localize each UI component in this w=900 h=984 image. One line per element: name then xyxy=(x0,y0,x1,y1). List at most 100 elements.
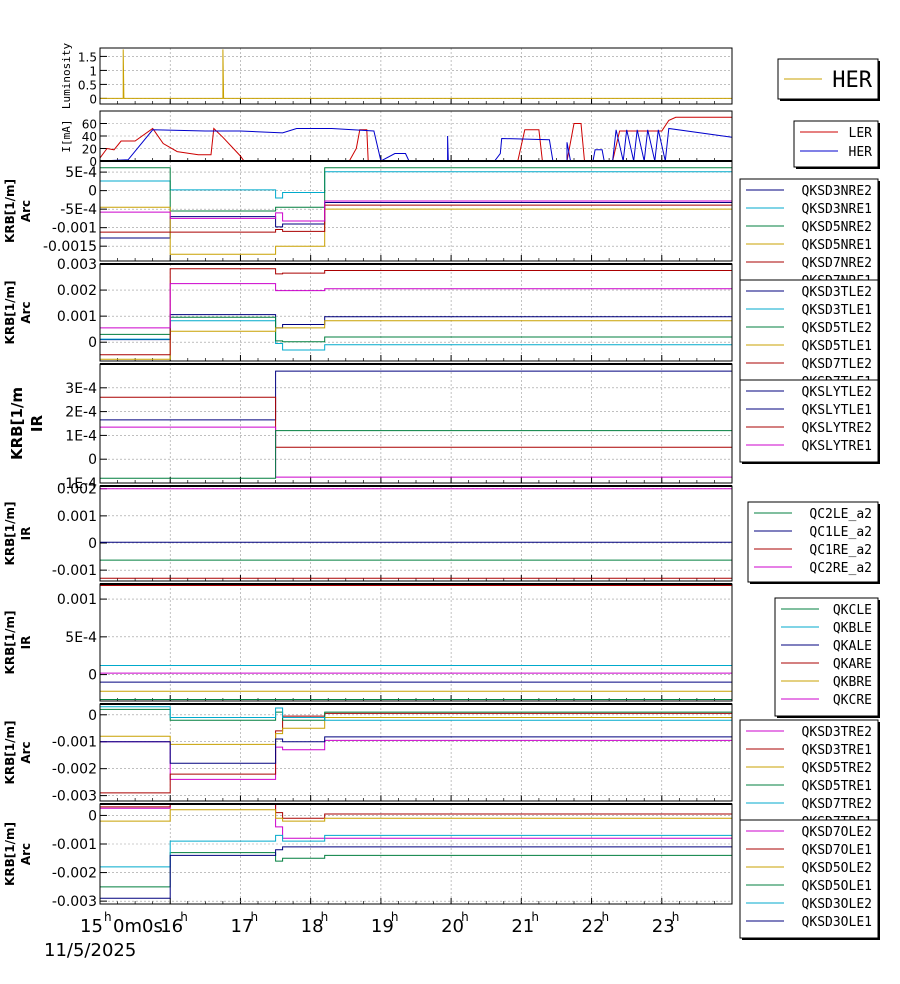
y-tick-label: 0.002 xyxy=(57,482,97,498)
panel-ir3: 0 5E-4 0.001 KRB[1/m] IR QKCLE QKBLE QKALE QKARE… xyxy=(3,583,880,718)
legend-label: QKSD5TLE2 xyxy=(802,321,872,336)
legend-label: QC1LE_a2 xyxy=(809,525,872,540)
panel-arc1: -0.0015 -0.001 -5E-4 0 5E-4 KRB[1/m] Arc QKSD3N… xyxy=(3,160,880,299)
x-tick-label: 18 xyxy=(301,916,324,937)
y-tick-label: -0.002 xyxy=(52,762,97,778)
series-QKSD7TRE1 xyxy=(100,736,732,764)
y-axis-title: I[mA] xyxy=(60,119,73,152)
legend-label: QKSD3NRE1 xyxy=(802,202,872,217)
y-tick-label: 0 xyxy=(88,452,97,468)
x-tick-label: 17 xyxy=(230,916,253,937)
legend-label: QC2RE_a2 xyxy=(809,561,872,576)
y-tick-label: -0.002 xyxy=(52,866,97,882)
legend-label: QKSD7TLE2 xyxy=(802,357,872,372)
series-group xyxy=(100,488,732,579)
legend-label: QKSLYTRE1 xyxy=(802,439,872,454)
legend-label: QKSLYTLE1 xyxy=(802,403,872,418)
legend-label: QKSD7OLE2 xyxy=(802,825,872,840)
y-axis-title: KRB[1/m] xyxy=(3,179,17,243)
legend-box xyxy=(739,719,879,839)
legend-label: QKSD3TRE2 xyxy=(802,725,872,740)
series-QKSLYTLE2 xyxy=(100,430,732,479)
y-axis-title: KRB[1/m xyxy=(8,387,26,460)
x-tick-unit: h xyxy=(250,910,258,924)
y-tick-label: 0 xyxy=(88,184,97,200)
series-QKSD3OLE1 xyxy=(100,846,732,899)
y-tick-label: 0.5 xyxy=(78,78,97,92)
y-tick-label: 20 xyxy=(82,143,97,157)
plot-area xyxy=(100,364,732,483)
y-tick-label: 0.001 xyxy=(57,509,97,525)
y-tick-label: -5E-4 xyxy=(60,202,97,218)
legend-ir3: QKCLE QKBLE QKALE QKARE QKBRE QKCRE xyxy=(774,597,880,718)
legend-box xyxy=(739,379,879,463)
legend-label: QKSD5OLE1 xyxy=(802,879,872,894)
y-tick-label: 0.003 xyxy=(57,257,97,273)
series-group xyxy=(100,706,732,794)
y-tick-label: 2E-4 xyxy=(65,405,97,421)
legend-box xyxy=(739,279,879,399)
y-tick-label: -0.001 xyxy=(52,735,97,751)
y-tick-label: 0 xyxy=(88,668,97,684)
y-axis-subtitle: Arc xyxy=(19,741,33,763)
legend-label: QKCRE xyxy=(833,693,872,708)
legend-arc4: QKSD7OLE2 QKSD7OLE1 QKSD5OLE2 QKSD5OLE1 QKSD… xyxy=(739,819,880,940)
panel-ir2: -0.001 0 0.001 0.002 KRB[1/m] IR QC2LE_a2 QC1LE… xyxy=(3,482,880,584)
legend-label: QKCLE xyxy=(833,603,872,618)
series-group xyxy=(100,49,732,99)
y-axis-subtitle: IR xyxy=(19,527,33,541)
x-tick-unit: h xyxy=(602,910,610,924)
y-tick-label: 40 xyxy=(82,130,97,144)
legend-arc1: QKSD3NRE2 QKSD3NRE1 QKSD5NRE2 QKSD5NRE1 QKSD… xyxy=(739,178,880,299)
y-axis-title: KRB[1/m] xyxy=(3,822,17,886)
plot-area xyxy=(100,486,732,581)
y-tick-label: 0.002 xyxy=(57,283,97,299)
series-QKSD5OLE2 xyxy=(100,809,732,822)
series-QKSD3OLE2 xyxy=(100,834,732,868)
legend-label: LER xyxy=(849,126,873,141)
plot-area xyxy=(100,804,732,904)
legend-ir2: QC2LE_a2 QC1LE_a2 QC1RE_a2 QC2RE_a2 xyxy=(747,501,880,584)
y-tick-label: 0 xyxy=(89,155,97,169)
legend-label: QKSD7OLE1 xyxy=(802,843,872,858)
y-axis-subtitle: IR xyxy=(19,636,33,650)
x-tick-unit: h xyxy=(391,910,399,924)
y-tick-label: 1.5 xyxy=(78,50,97,64)
legend-label: QKSD3OLE1 xyxy=(802,915,872,930)
y-tick-label: 0 xyxy=(88,335,97,351)
y-tick-label: 0 xyxy=(88,808,97,824)
y-tick-label: -1E-4 xyxy=(60,476,97,492)
series-QKSD5TRE2 xyxy=(100,717,732,745)
legend-box xyxy=(793,120,879,168)
series-group xyxy=(100,268,732,360)
x-tick-unit: h xyxy=(321,910,329,924)
legend-label: QKARE xyxy=(833,657,872,672)
y-axis-title: Luminosity xyxy=(60,43,73,110)
y-axis-title: KRB[1/m] xyxy=(3,502,17,566)
x-tick-unit: h xyxy=(461,910,469,924)
series-QKSD5NRE2 xyxy=(100,167,732,212)
y-axis-subtitle: Arc xyxy=(19,301,33,323)
series-group xyxy=(100,370,732,479)
legend-label: QKSD3TRE1 xyxy=(802,743,872,758)
x-start-suffix: 0m0s xyxy=(113,916,163,937)
legend-box xyxy=(739,819,879,939)
y-axis-title: KRB[1/m] xyxy=(3,281,17,345)
series-group xyxy=(100,804,732,899)
series-HER xyxy=(100,127,732,161)
y-tick-label: 5E-4 xyxy=(65,165,97,181)
legend-label: HER xyxy=(832,68,872,93)
x-tick-label: 19 xyxy=(371,916,394,937)
legend-label: HER xyxy=(849,145,873,160)
series-QKSLYTLE1 xyxy=(100,370,732,421)
y-axis-title: KRB[1/m] xyxy=(3,611,17,675)
legend-label: QKSD3NRE2 xyxy=(802,184,872,199)
x-tick-label: 21 xyxy=(511,916,534,937)
y-axis-subtitle: Arc xyxy=(19,843,33,865)
legend-label: QKBLE xyxy=(833,621,872,636)
series-group xyxy=(100,585,732,700)
y-tick-label: 0 xyxy=(88,708,97,724)
x-tick-label: 23 xyxy=(652,916,675,937)
